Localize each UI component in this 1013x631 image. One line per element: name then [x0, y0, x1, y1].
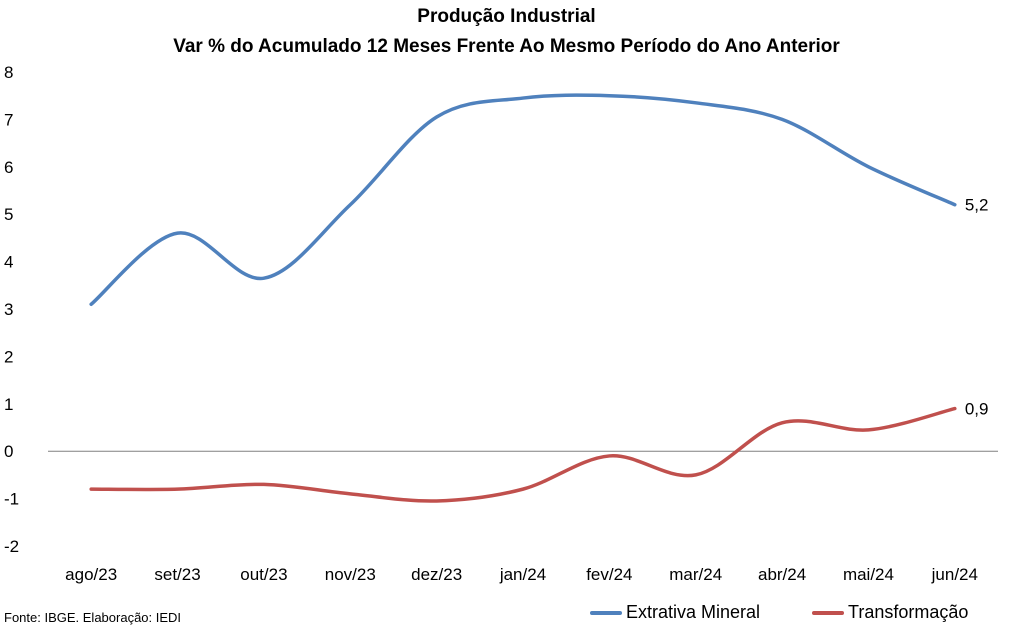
series-line-extrativa — [89, 93, 957, 307]
x-tick-label: set/23 — [154, 565, 200, 584]
series-line-transformacao — [89, 406, 957, 503]
y-tick-label: -1 — [4, 490, 19, 509]
legend-item-extrativa: Extrativa Mineral — [590, 602, 760, 623]
x-tick-label: dez/23 — [411, 565, 462, 584]
y-tick-label: 3 — [4, 300, 13, 319]
y-tick-label: 0 — [4, 442, 13, 461]
chart-title: Produção Industrial — [417, 6, 596, 27]
x-tick-label: nov/23 — [325, 565, 376, 584]
y-tick-label: 1 — [4, 395, 13, 414]
legend-label-transformacao: Transformação — [848, 602, 969, 622]
y-tick-label: 4 — [4, 253, 13, 272]
source-note: Fonte: IBGE. Elaboração: IEDI — [4, 610, 182, 625]
y-tick-label: -2 — [4, 537, 19, 556]
chart-subtitle: Var % do Acumulado 12 Meses Frente Ao Me… — [173, 36, 840, 57]
data-label: 5,2 — [965, 196, 989, 215]
x-tick-label: abr/24 — [758, 565, 806, 584]
y-tick-label: 7 — [4, 110, 13, 129]
x-tick-label: out/23 — [240, 565, 287, 584]
x-tick-label: ago/23 — [65, 565, 117, 584]
x-tick-label: mai/24 — [843, 565, 894, 584]
x-tick-label: mar/24 — [669, 565, 722, 584]
x-tick-label: jan/24 — [499, 565, 546, 584]
line-chart: -2 -1 0 1 2 3 4 5 6 7 8 ago/23 set/23 out/23 nov/23 dez… — [4, 63, 998, 584]
y-tick-label: 6 — [4, 158, 13, 177]
y-tick-label: 5 — [4, 205, 13, 224]
legend-swatch-transformacao — [812, 610, 844, 615]
y-tick-label: 8 — [4, 63, 13, 82]
legend-item-transformacao: Transformação — [812, 602, 968, 623]
y-tick-label: 2 — [4, 347, 13, 366]
x-tick-label: jun/24 — [931, 565, 978, 584]
data-label: 0,9 — [965, 400, 989, 419]
x-tick-label: fev/24 — [586, 565, 632, 584]
legend-label-extrativa: Extrativa Mineral — [626, 602, 761, 622]
legend-swatch-extrativa — [590, 610, 622, 615]
